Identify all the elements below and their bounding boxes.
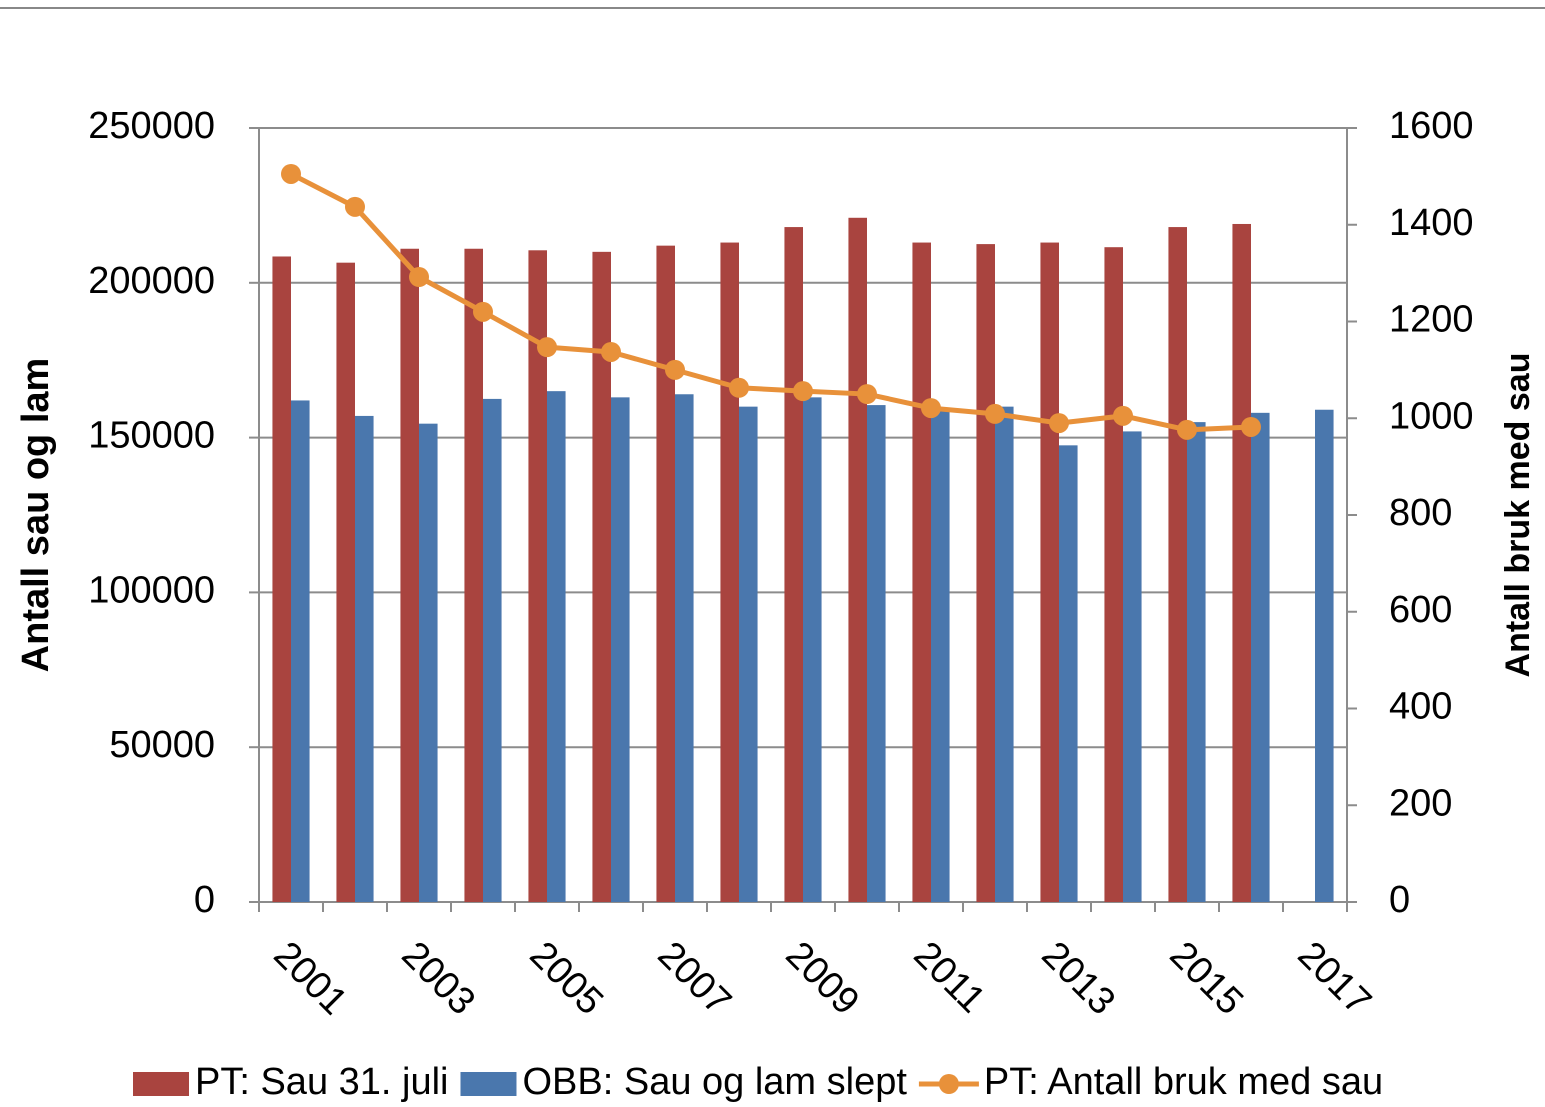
bar bbox=[1251, 412, 1270, 902]
bar bbox=[656, 245, 675, 902]
x-tick-label: 2013 bbox=[1034, 934, 1123, 1023]
legend-label: PT: Sau 31. juli bbox=[195, 1061, 448, 1103]
x-tick-label: 2005 bbox=[522, 934, 611, 1023]
legend-label: PT: Antall bruk med sau bbox=[984, 1061, 1383, 1103]
bar bbox=[976, 244, 995, 903]
x-tick-label: 2001 bbox=[266, 934, 355, 1023]
y2-tick-label: 1200 bbox=[1389, 299, 1474, 341]
legend-swatch bbox=[133, 1072, 189, 1096]
y-tick-label: 250000 bbox=[88, 105, 215, 147]
bar bbox=[912, 242, 931, 902]
y-tick-label: 0 bbox=[194, 879, 215, 921]
y2-axis-title: Antall bruk med sau bbox=[1499, 353, 1537, 678]
bar bbox=[483, 398, 502, 902]
bar bbox=[1187, 422, 1206, 902]
bar bbox=[355, 415, 374, 902]
line-marker bbox=[473, 301, 493, 322]
line-marker bbox=[921, 398, 941, 419]
legend-label: OBB: Sau og lam slept bbox=[522, 1061, 907, 1103]
legend-marker bbox=[938, 1074, 959, 1094]
bar bbox=[803, 397, 822, 902]
line-marker bbox=[665, 359, 685, 380]
line-marker bbox=[281, 163, 301, 184]
y2-tick-label: 0 bbox=[1389, 879, 1410, 921]
y2-tick-label: 1400 bbox=[1389, 202, 1474, 244]
bar bbox=[592, 251, 611, 903]
line-marker bbox=[1113, 405, 1133, 426]
bar bbox=[272, 256, 291, 902]
bar bbox=[1123, 431, 1142, 902]
bar bbox=[528, 250, 547, 903]
line-marker bbox=[793, 381, 813, 402]
line-marker bbox=[601, 341, 621, 362]
x-tick-label: 2015 bbox=[1162, 934, 1251, 1023]
y-axis-title: Antall sau og lam bbox=[15, 358, 57, 673]
y2-tick-label: 600 bbox=[1389, 589, 1452, 631]
bar bbox=[1168, 227, 1187, 902]
line-marker bbox=[985, 403, 1005, 424]
bar bbox=[291, 400, 310, 902]
bar bbox=[720, 242, 739, 902]
bar bbox=[464, 248, 483, 902]
x-tick-label: 2017 bbox=[1290, 934, 1379, 1023]
y-tick-label: 200000 bbox=[88, 260, 215, 302]
bar bbox=[1315, 409, 1334, 902]
line-marker bbox=[345, 196, 365, 217]
y2-tick-label: 800 bbox=[1389, 492, 1452, 534]
line bbox=[289, 171, 1252, 433]
y-tick-label: 50000 bbox=[109, 724, 215, 766]
bar bbox=[675, 394, 694, 902]
bar bbox=[848, 217, 867, 902]
x-tick-label: 2011 bbox=[906, 934, 993, 1021]
x-tick-label: 2007 bbox=[650, 934, 739, 1023]
y2-tick-label: 200 bbox=[1389, 782, 1452, 824]
y2-tick-label: 1600 bbox=[1389, 105, 1474, 147]
bar bbox=[419, 423, 438, 902]
line-marker bbox=[409, 266, 429, 287]
line-marker bbox=[1177, 419, 1197, 440]
bar bbox=[336, 262, 355, 902]
line-marker bbox=[537, 337, 557, 358]
line-marker bbox=[1049, 413, 1069, 434]
bar bbox=[611, 397, 630, 902]
bar bbox=[1059, 445, 1078, 902]
bar bbox=[547, 391, 566, 902]
line-marker bbox=[729, 377, 749, 398]
line-marker bbox=[1241, 416, 1261, 437]
bar bbox=[1104, 247, 1123, 903]
legend-swatch bbox=[460, 1072, 517, 1096]
bar bbox=[995, 406, 1014, 902]
x-tick-label: 2003 bbox=[394, 934, 483, 1023]
x-tick-label: 2009 bbox=[778, 934, 867, 1023]
bar bbox=[931, 409, 950, 902]
bar bbox=[1232, 223, 1251, 902]
y-tick-label: 100000 bbox=[88, 569, 215, 611]
bar bbox=[784, 227, 803, 902]
line-marker bbox=[857, 384, 877, 405]
y2-tick-label: 1000 bbox=[1389, 395, 1474, 437]
y2-tick-label: 400 bbox=[1389, 686, 1452, 728]
bar bbox=[867, 405, 886, 902]
bar bbox=[739, 406, 758, 902]
bar bbox=[400, 248, 419, 902]
y-tick-label: 150000 bbox=[88, 415, 215, 457]
bar bbox=[1040, 242, 1059, 902]
